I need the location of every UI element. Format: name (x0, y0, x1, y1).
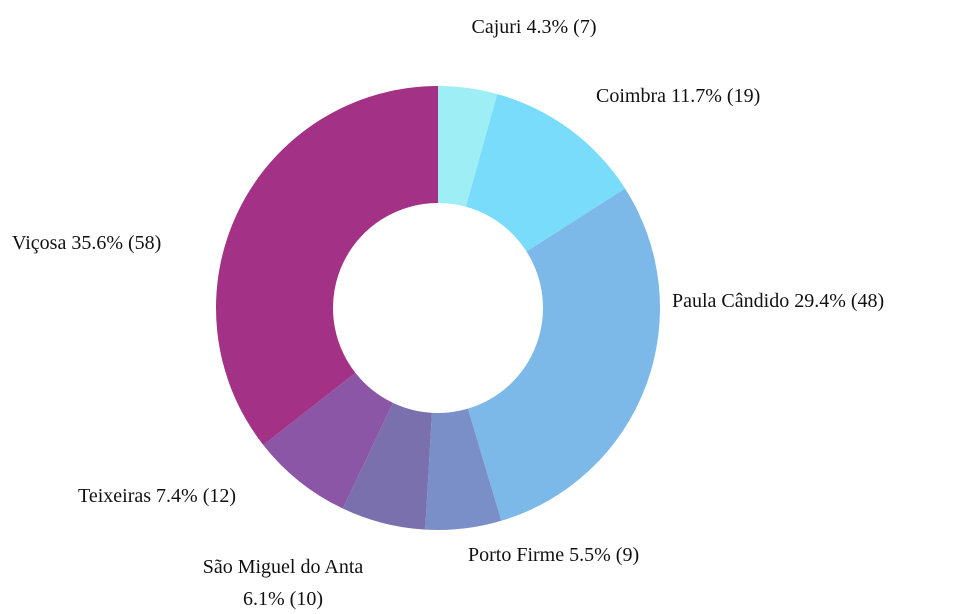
percent-label: 35.6% (71, 232, 123, 254)
value-label: (10) (290, 588, 323, 610)
percent-label: 6.1% (243, 588, 285, 610)
donut-slice (438, 86, 498, 207)
category-name: Porto Firme (468, 544, 564, 566)
category-name: São Miguel do Anta (203, 556, 364, 578)
slice-label: Viçosa 35.6% (58) (12, 232, 161, 254)
percent-label: 5.5% (569, 544, 611, 566)
category-name: Coimbra (596, 85, 666, 107)
value-label: (19) (727, 85, 760, 107)
slice-label: Porto Firme 5.5% (9) (468, 544, 639, 566)
value-label: (48) (851, 290, 884, 312)
donut-slice (215, 86, 438, 445)
slice-label: São Miguel do Anta 6.1% (10) (203, 556, 364, 610)
slice-label: Paula Cândido 29.4% (48) (672, 290, 884, 312)
category-name: Teixeiras (78, 485, 151, 507)
value-label: (9) (616, 544, 639, 566)
donut-slice (263, 372, 393, 509)
slice-label: Teixeiras 7.4% (12) (78, 485, 236, 507)
donut-slice (342, 402, 432, 530)
donut-slice (425, 408, 502, 531)
donut-slice (467, 188, 660, 521)
category-name: Cajuri (472, 16, 522, 38)
value-label: (58) (128, 232, 161, 254)
percent-label: 29.4% (794, 290, 846, 312)
percent-label: 7.4% (156, 485, 198, 507)
category-name: Paula Cândido (672, 290, 789, 312)
percent-label: 11.7% (671, 85, 722, 107)
slice-label: Coimbra 11.7% (19) (596, 85, 760, 107)
donut-slice (465, 94, 626, 252)
percent-label: 4.3% (527, 16, 569, 38)
value-label: (7) (573, 16, 596, 38)
category-name: Viçosa (12, 232, 66, 254)
value-label: (12) (203, 485, 236, 507)
slice-label: Cajuri 4.3% (7) (472, 16, 597, 38)
